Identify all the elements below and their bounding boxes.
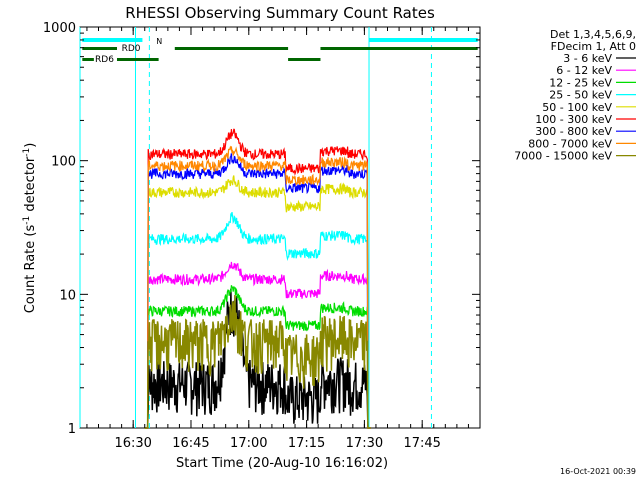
- rd6-label: RD6: [95, 55, 114, 65]
- series-8: [144, 294, 371, 429]
- rd0-bar-b: [174, 47, 289, 50]
- series-line-1: [144, 261, 371, 429]
- y-axis-label-mid: detector: [23, 156, 38, 216]
- y-tick-label-2: 100: [51, 155, 76, 170]
- series-2: [144, 285, 371, 429]
- rd0-label: RD0: [122, 44, 141, 54]
- legend-label-2: 12 - 25 keV: [549, 76, 612, 89]
- legend: Det 1,3,4,5,6,9,FDecim 1, Att 03 - 6 keV…: [514, 28, 636, 163]
- legend-header-0: Det 1,3,4,5,6,9,: [550, 28, 636, 41]
- y-axis-label-sup2: -1: [22, 148, 32, 157]
- series-5: [144, 128, 371, 429]
- saa-label: N: [156, 37, 162, 46]
- legend-header-1: FDecim 1, Att 0: [551, 40, 636, 53]
- series-7: [144, 145, 371, 429]
- legend-label-3: 25 - 50 keV: [549, 89, 612, 102]
- rd0-bar-a: [82, 47, 117, 50]
- series-line-5: [144, 128, 371, 429]
- rd6-bar-b: [116, 58, 159, 61]
- x-tick-label-0: 16:30: [114, 436, 151, 451]
- series-line-7: [144, 145, 371, 429]
- saa-bar-left: [82, 38, 143, 42]
- legend-label-6: 300 - 800 keV: [535, 125, 612, 138]
- series-line-8: [144, 294, 371, 429]
- x-tick-label-4: 17:30: [346, 436, 383, 451]
- x-tick-label-5: 17:45: [403, 436, 440, 451]
- x-tick-label-2: 17:00: [230, 436, 267, 451]
- rd0-bar-c: [320, 47, 478, 50]
- flag-bars: RD0 RD6: [82, 44, 478, 65]
- chart-title: RHESSI Observing Summary Count Rates: [125, 4, 435, 22]
- y-axis-label-end: ): [23, 143, 38, 148]
- x-tick-label-1: 16:45: [172, 436, 209, 451]
- series-4: [144, 175, 371, 429]
- rd6-bar-a: [82, 58, 94, 61]
- series-6: [144, 153, 371, 429]
- x-axis-label: Start Time (20-Aug-10 16:16:02): [176, 456, 388, 471]
- y-tick-label-3: 1000: [43, 21, 76, 36]
- legend-label-4: 50 - 100 keV: [542, 101, 612, 114]
- legend-label-1: 6 - 12 keV: [556, 64, 612, 77]
- x-tick-label-3: 17:15: [288, 436, 325, 451]
- series-line-6: [144, 153, 371, 429]
- legend-label-0: 3 - 6 keV: [563, 52, 612, 65]
- series-3: [144, 211, 371, 429]
- orbit-night-markers: N: [79, 27, 478, 428]
- y-axis-label-sup1: -1: [22, 216, 32, 225]
- y-tick-label-0: 1: [68, 422, 76, 437]
- series-layer: [144, 128, 371, 429]
- saa-bar-right: [369, 38, 478, 42]
- legend-label-8: 7000 - 15000 keV: [514, 150, 612, 163]
- series-line-4: [144, 175, 371, 429]
- y-axis-label-main: Count Rate (s: [23, 225, 38, 314]
- series-line-2: [144, 285, 371, 429]
- timestamp: 16-Oct-2021 00:39: [560, 467, 636, 476]
- axes-layer: 1 10 100 1000 16:30 16:45 17:00 17:15 17:30 17:45: [43, 21, 480, 451]
- y-tick-label-1: 10: [59, 288, 76, 303]
- rd6-bar-c: [288, 58, 321, 61]
- legend-label-5: 100 - 300 keV: [535, 113, 612, 126]
- series-1: [144, 261, 371, 429]
- legend-label-7: 800 - 7000 keV: [528, 137, 612, 150]
- y-axis-label: Count Rate (s-1 detector-1): [22, 143, 38, 314]
- series-line-3: [144, 211, 371, 429]
